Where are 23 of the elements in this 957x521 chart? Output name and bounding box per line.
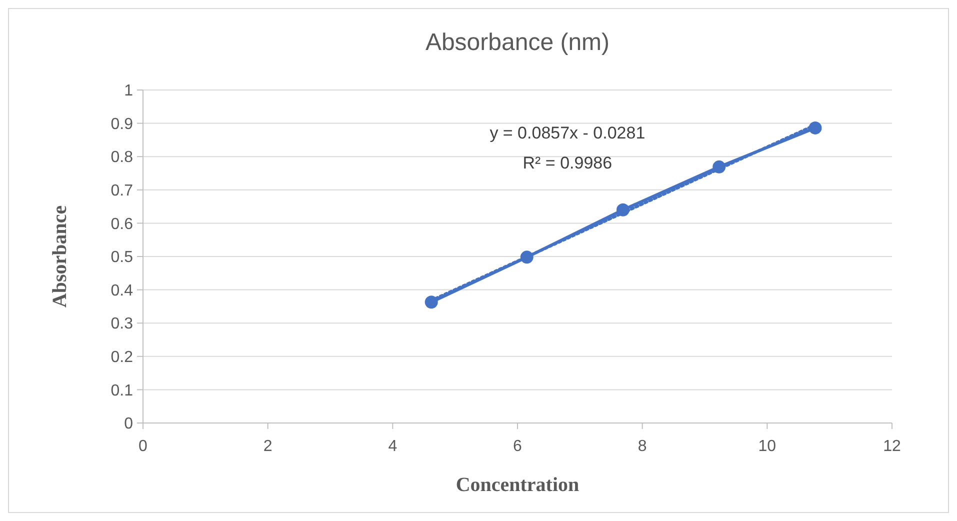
chart-title: Absorbance (nm) [425,29,610,56]
x-tick-label: 6 [513,438,522,455]
y-tick-label: 0.6 [110,216,134,233]
y-tick-label: 0 [124,416,134,433]
y-tick-label: 0.9 [110,116,134,133]
x-tick-label: 0 [138,438,148,455]
x-tick-label: 8 [638,438,647,455]
y-tick-label: 0.7 [110,182,134,200]
y-tick-label: 0.1 [110,382,134,400]
x-tick-label: 4 [388,438,398,455]
x-axis-title: Concentration [456,474,580,496]
x-tick-label: 2 [263,438,272,455]
annotation: R² = 0.9986 [522,153,612,172]
y-tick-label: 1 [124,82,134,100]
y-axis-title: Absorbance [49,205,71,308]
x-tick-label: 12 [883,438,901,455]
y-tick-label: 0.5 [110,249,134,266]
x-tick-label: 10 [758,438,776,455]
y-tick-label: 0.2 [110,349,134,366]
y-tick-label: 0.8 [110,149,134,166]
annotation: y = 0.0857x - 0.0281 [490,123,646,142]
y-tick-label: 0.4 [110,282,134,300]
y-tick-label: 0.3 [110,316,134,333]
